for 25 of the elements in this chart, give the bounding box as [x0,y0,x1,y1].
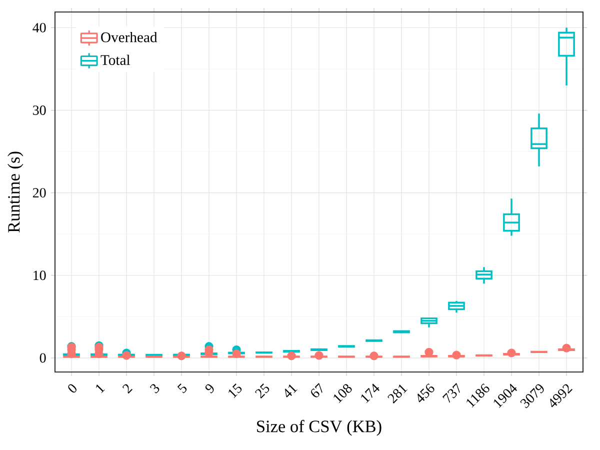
y-tick-label: 40 [32,22,46,32]
y-axis-title: Runtime (s) [8,152,24,232]
y-tick-label: 30 [33,106,46,115]
x-tick-label: 41 [285,384,298,398]
x-tick-label: 15 [228,384,242,398]
y-tick-label: 20 [32,188,46,198]
x-tick-label: 456 [418,383,434,402]
x-tick-label: 67 [311,382,322,398]
x-tick-label: 4992 [550,384,572,408]
y-tick-label: 0 [40,353,46,363]
x-axis-title: Size of CSV (KB) [257,420,382,436]
x-tick-label: 5 [177,383,187,394]
x-tick-label: 2 [122,384,132,394]
legend-label: Total [100,54,130,65]
x-tick-label: 174 [361,384,380,404]
x-tick-label: 25 [254,384,270,399]
x-tick-label: 281 [388,384,408,404]
x-tick-label: 737 [442,382,460,403]
x-tick-label: 0 [68,384,76,393]
x-tick-label: 1 [96,384,105,394]
legend-label: Overhead [101,32,158,42]
x-tick-label: 108 [334,384,352,404]
y-tick-label: 10 [34,270,46,280]
x-tick-label: 9 [205,384,214,394]
x-tick-label: 3 [150,384,160,394]
